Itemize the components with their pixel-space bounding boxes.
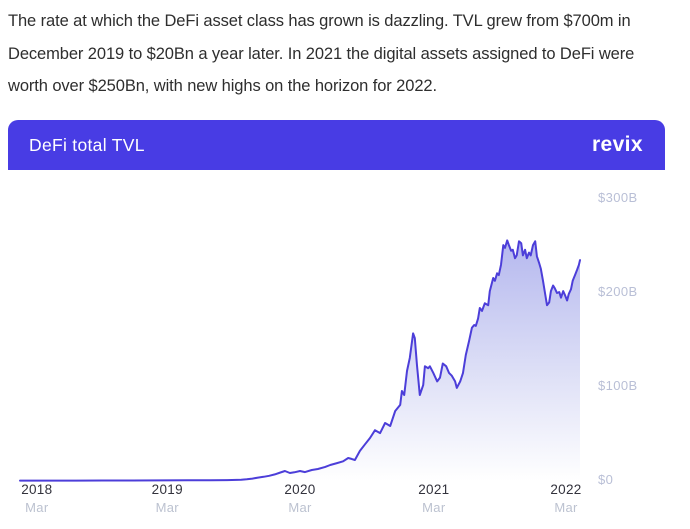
x-tick-label: 2021 Mar <box>402 482 466 515</box>
x-tick-year: 2021 <box>418 482 450 497</box>
intro-line-1: The rate at which the DeFi asset class h… <box>8 12 631 30</box>
y-tick-label: $200B <box>598 284 638 299</box>
x-tick-year: 2020 <box>284 482 316 497</box>
y-tick-label: $0 <box>598 472 614 487</box>
chart-canvas <box>19 239 581 482</box>
x-tick-label: 2022 Mar <box>534 482 598 515</box>
tvl-chart-card: DeFi total TVL revix $300B $200B $100B $0 2… <box>8 120 665 529</box>
intro-line-2: December 2019 to $20Bn a year later. In … <box>8 44 635 63</box>
x-tick-label: 2020 Mar <box>268 482 332 515</box>
x-tick-month: Mar <box>422 500 446 515</box>
x-tick-label: 2018 Mar <box>5 482 69 515</box>
x-tick-year: 2019 <box>151 482 183 497</box>
y-tick-label: $100B <box>598 378 638 393</box>
tvl-line <box>19 239 581 482</box>
x-tick-month: Mar <box>554 500 578 515</box>
x-tick-label: 2019 Mar <box>135 482 199 515</box>
intro-paragraph: The rate at which the DeFi asset class h… <box>0 0 690 103</box>
tvl-area-chart: $300B $200B $100B $0 2018 Mar 2019 Mar 2020 Mar 2… <box>8 170 665 529</box>
x-tick-month: Mar <box>155 500 179 515</box>
x-tick-year: 2022 <box>550 482 582 497</box>
x-tick-month: Mar <box>288 500 312 515</box>
revix-logo: revix <box>591 133 643 156</box>
chart-header: DeFi total TVL revix <box>8 120 665 170</box>
y-tick-label: $300B <box>598 190 638 205</box>
x-tick-year: 2018 <box>21 482 53 497</box>
intro-line-3: worth over $250Bn, with new highs on the… <box>8 77 437 95</box>
chart-title: DeFi total TVL <box>29 134 145 155</box>
area-fill <box>20 240 580 481</box>
x-tick-month: Mar <box>25 500 49 515</box>
